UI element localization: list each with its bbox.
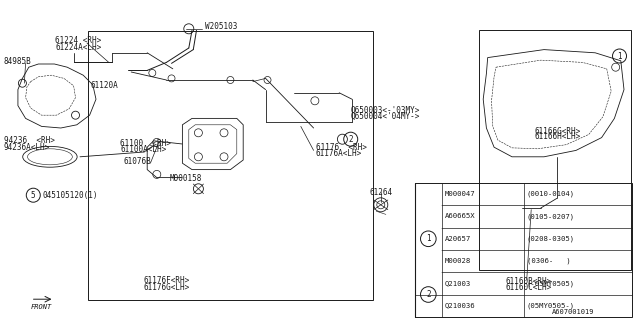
Text: 94236  <RH>: 94236 <RH> [4,136,54,145]
Text: M000047: M000047 [445,191,476,197]
Text: Q650004<'04MY->: Q650004<'04MY-> [351,112,420,121]
Text: M000158: M000158 [170,174,202,183]
Text: (0105-0207): (0105-0207) [527,213,575,220]
Text: 61120A: 61120A [91,81,118,90]
Text: 61224A<LH>: 61224A<LH> [55,43,101,52]
Text: 61100A<LH>: 61100A<LH> [120,145,166,154]
Text: 1: 1 [617,52,622,60]
Text: 61224 <RH>: 61224 <RH> [55,36,101,44]
Text: (0306-   ): (0306- ) [527,258,570,264]
Text: Q210036: Q210036 [445,303,476,309]
Text: A60665X: A60665X [445,213,476,220]
Text: M00028: M00028 [445,258,471,264]
Text: 61100  <RH>: 61100 <RH> [120,139,171,148]
Text: 2: 2 [348,135,353,144]
Text: A607001019: A607001019 [552,309,594,315]
Text: (0208-0305): (0208-0305) [527,236,575,242]
Text: Q650003<-'03MY>: Q650003<-'03MY> [351,106,420,115]
Text: 1: 1 [426,234,431,243]
Text: (-05MY0505): (-05MY0505) [527,280,575,287]
Text: (0010-0104): (0010-0104) [527,191,575,197]
Bar [415,183,632,317]
Text: 61160B<RH>: 61160B<RH> [506,277,552,286]
Bar [88,31,373,300]
Text: 84985B: 84985B [4,57,31,66]
Text: 94236A<LH>: 94236A<LH> [4,143,50,152]
Text: 61160C<LH>: 61160C<LH> [506,283,552,292]
Text: 61166G<RH>: 61166G<RH> [534,127,580,136]
Text: 61176G<LH>: 61176G<LH> [144,283,190,292]
Text: 045105120(1): 045105120(1) [43,191,99,200]
Text: 61176  <RH>: 61176 <RH> [316,143,366,152]
Text: 61176F<RH>: 61176F<RH> [144,276,190,285]
Text: FRONT: FRONT [31,304,52,310]
Bar [479,30,631,270]
Text: 61076B: 61076B [124,157,151,166]
Text: 61166H<LH>: 61166H<LH> [534,132,580,141]
Text: 61176A<LH>: 61176A<LH> [316,149,362,158]
Text: Q21003: Q21003 [445,280,471,286]
Text: (05MY0505-): (05MY0505-) [527,302,575,309]
Text: 2: 2 [426,290,431,299]
Text: 5: 5 [31,191,36,200]
Text: 61264: 61264 [370,188,393,196]
Text: A20657: A20657 [445,236,471,242]
Text: W205103: W205103 [205,22,237,31]
